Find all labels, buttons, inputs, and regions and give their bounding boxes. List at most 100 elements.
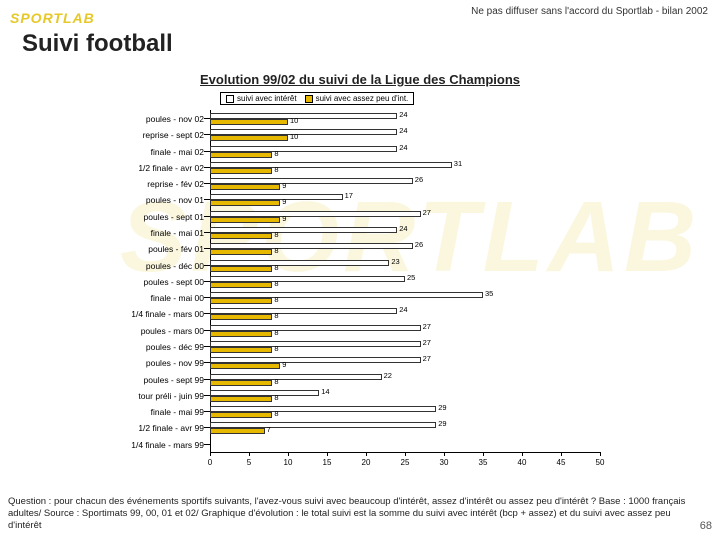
x-tick-label: 50 [596, 458, 605, 467]
bar-series-2 [210, 200, 280, 206]
x-tick-label: 35 [479, 458, 488, 467]
bar-series-2 [210, 298, 272, 304]
x-tick [288, 452, 289, 456]
bar-value: 31 [454, 161, 462, 167]
bar-value: 24 [399, 145, 407, 151]
bar-value: 9 [282, 183, 286, 189]
bar-value: 8 [274, 167, 278, 173]
bar-series-2 [210, 396, 272, 402]
x-tick [210, 452, 211, 456]
x-tick [522, 452, 523, 456]
chart-row: poules - sept 01 27 9 [100, 208, 620, 226]
x-tick [483, 452, 484, 456]
legend-item: suivi avec intérêt [226, 94, 297, 103]
legend-label: suivi avec assez peu d'int. [316, 94, 409, 103]
x-tick-label: 20 [362, 458, 371, 467]
bar-value: 8 [274, 346, 278, 352]
bar-value: 8 [274, 379, 278, 385]
bar-value: 26 [415, 242, 423, 248]
bar-series-2 [210, 135, 288, 141]
chart-row: 1/2 finale - avr 02 31 8 [100, 159, 620, 177]
x-tick [561, 452, 562, 456]
bar-value: 10 [290, 134, 298, 140]
bar-series-2 [210, 347, 272, 353]
x-tick [366, 452, 367, 456]
row-label: poules - mars 00 [100, 322, 204, 340]
bar-value: 27 [423, 356, 431, 362]
bar-value: 27 [423, 324, 431, 330]
bar-value: 8 [274, 330, 278, 336]
legend-label: suivi avec intérêt [237, 94, 297, 103]
bar-value: 22 [384, 373, 392, 379]
legend-item: suivi avec assez peu d'int. [305, 94, 409, 103]
bar-value: 7 [267, 427, 271, 433]
page-title: Suivi football [22, 30, 173, 58]
chart-title: Evolution 99/02 du suivi de la Ligue des… [200, 72, 520, 87]
bar-value: 24 [399, 128, 407, 134]
chart: suivi avec intérêt suivi avec assez peu … [100, 92, 620, 492]
bar-value: 8 [274, 297, 278, 303]
bar-series-2 [210, 168, 272, 174]
bar-series-2 [210, 266, 272, 272]
x-tick-label: 25 [401, 458, 410, 467]
bar-series-2 [210, 412, 272, 418]
bar-value: 8 [274, 281, 278, 287]
chart-plot: poules - nov 022410reprise - sept 022410… [100, 110, 620, 472]
bar-value: 8 [274, 248, 278, 254]
x-tick [405, 452, 406, 456]
bar-series-2 [210, 184, 280, 190]
bar-value: 27 [423, 210, 431, 216]
chart-row: poules - sept 00 25 8 [100, 273, 620, 291]
x-tick-label: 5 [247, 458, 251, 467]
bar-value: 8 [274, 395, 278, 401]
chart-row: tour préli - juin 99 14 8 [100, 387, 620, 405]
bar-series-2 [210, 428, 265, 434]
bar-value: 8 [274, 232, 278, 238]
bar-value: 24 [399, 112, 407, 118]
y-tick [204, 444, 210, 445]
bar-value: 10 [290, 118, 298, 124]
bar-value: 9 [282, 216, 286, 222]
x-tick-label: 10 [284, 458, 293, 467]
chart-row: poules - mars 00 27 8 [100, 322, 620, 340]
legend-swatch [226, 95, 234, 103]
x-tick-label: 0 [208, 458, 212, 467]
x-tick-label: 30 [440, 458, 449, 467]
footer-text: Question : pour chacun des événements sp… [8, 496, 692, 532]
row-label: tour préli - juin 99 [100, 387, 204, 405]
brand-logo: SPORTLAB [10, 10, 95, 26]
bar-value: 24 [399, 307, 407, 313]
header-note: Ne pas diffuser sans l'accord du Sportla… [471, 6, 708, 17]
bar-series-2 [210, 249, 272, 255]
x-tick [600, 452, 601, 456]
bar-value: 35 [485, 291, 493, 297]
bar-value: 8 [274, 151, 278, 157]
bar-value: 25 [407, 275, 415, 281]
bar-series-2 [210, 331, 272, 337]
bar-value: 17 [345, 193, 353, 199]
bar-series-2 [210, 233, 272, 239]
x-tick-label: 45 [557, 458, 566, 467]
row-label: poules - sept 00 [100, 273, 204, 291]
bar-value: 14 [321, 389, 329, 395]
chart-row: 1/4 finale - mars 99 [100, 436, 620, 454]
bar-series-2 [210, 363, 280, 369]
bar-value: 26 [415, 177, 423, 183]
page-number: 68 [700, 520, 712, 532]
bar-value: 8 [274, 411, 278, 417]
bar-value: 24 [399, 226, 407, 232]
x-tick [327, 452, 328, 456]
bar-series-2 [210, 282, 272, 288]
bar-series-2 [210, 217, 280, 223]
row-label: poules - sept 01 [100, 208, 204, 226]
bar-value: 27 [423, 340, 431, 346]
bar-value: 8 [274, 313, 278, 319]
bar-value: 29 [438, 421, 446, 427]
row-label: 1/2 finale - avr 02 [100, 159, 204, 177]
bar-series-2 [210, 314, 272, 320]
legend-swatch [305, 95, 313, 103]
bar-series-2 [210, 152, 272, 158]
bar-value: 9 [282, 362, 286, 368]
x-tick [249, 452, 250, 456]
x-tick-label: 40 [518, 458, 527, 467]
